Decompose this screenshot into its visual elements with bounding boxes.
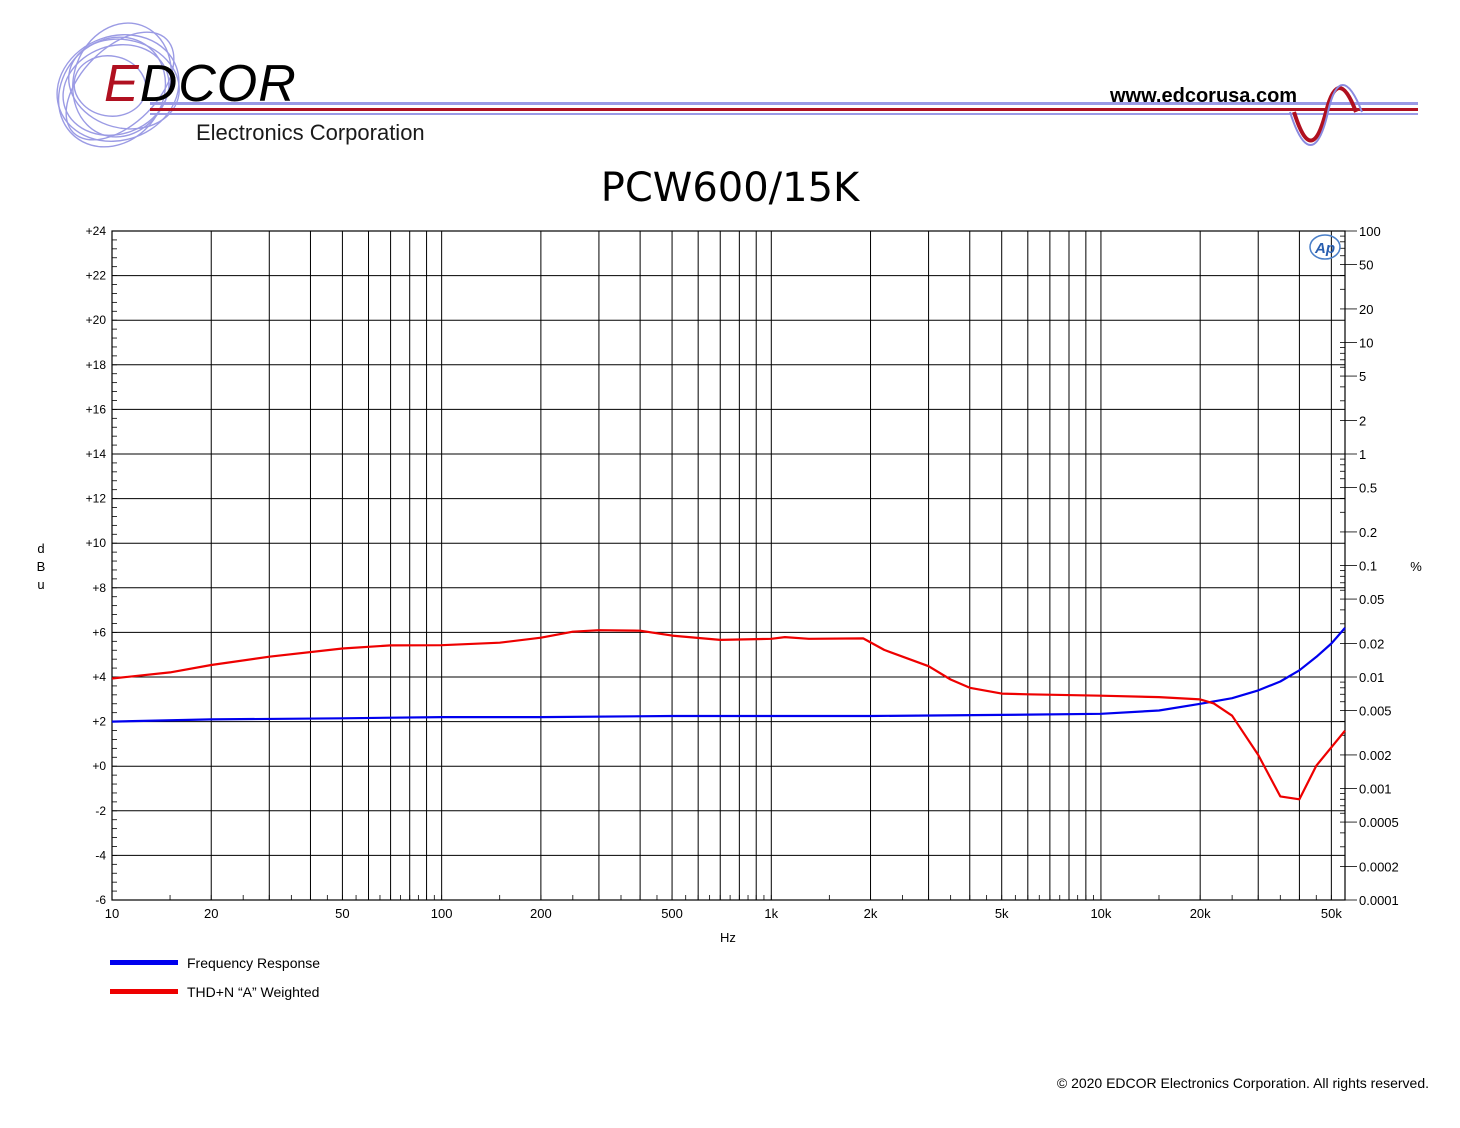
- y-right-axis-label: %: [1410, 559, 1422, 574]
- y-right-tick-label: 10: [1359, 336, 1373, 351]
- frequency-response-chart: +24 +22 +20 +18 +16 +14 +12 +10 +8 +6 +4 +2 +0 -2 -4 -6…: [37, 224, 1423, 945]
- legend-item-thd: THD+N “A” Weighted: [110, 977, 320, 1006]
- y-right-tick-label: 0.1: [1359, 559, 1377, 574]
- x-tick-label: 2k: [864, 906, 878, 921]
- brand-name: EDCOR: [104, 58, 297, 110]
- y-left-tick-label: +8: [92, 581, 106, 595]
- x-tick-label: 1k: [764, 906, 778, 921]
- y-right-tick-label: 0.0001: [1359, 893, 1399, 908]
- brand-initial: E: [104, 55, 140, 113]
- x-tick-label: 500: [661, 906, 683, 921]
- y-left-axis-label-char: B: [37, 559, 46, 574]
- y-left-tick-label: +4: [92, 670, 106, 684]
- y-left-tick-label: +22: [86, 269, 107, 283]
- y-right-tick-label: 0.02: [1359, 636, 1384, 651]
- y-left-tick-label: -4: [95, 848, 106, 862]
- x-tick-label: 50k: [1321, 906, 1342, 921]
- legend-label-frequency-response: Frequency Response: [187, 954, 321, 971]
- y-left-axis-label-char: d: [37, 541, 44, 556]
- y-left-tick-label: +18: [86, 358, 107, 372]
- ap-logo-ring-icon: [1309, 234, 1341, 260]
- y-right-tick-label: 1: [1359, 447, 1366, 462]
- plot-frame: [111, 230, 1346, 901]
- x-tick-label: 20: [204, 906, 218, 921]
- ap-logo-mark: Ap: [1314, 240, 1335, 257]
- y-right-tick-label: 0.005: [1359, 704, 1392, 719]
- y-left-tick-label: +0: [92, 759, 106, 773]
- y-right-tick-label: 50: [1359, 258, 1373, 273]
- x-tick-label: 10: [105, 906, 119, 921]
- brand-rest: DCOR: [139, 55, 297, 113]
- y-right-tick-label: 0.5: [1359, 481, 1377, 496]
- chart-title: PCW600/15K: [600, 165, 860, 211]
- y-left-tick-label: +14: [86, 447, 107, 461]
- y-right-tick-label: 2: [1359, 413, 1366, 428]
- y-left-axis-label-char: u: [37, 577, 44, 592]
- legend-label-thd: THD+N “A” Weighted: [187, 983, 320, 1000]
- legend-swatch-frequency-response: [110, 960, 178, 965]
- y-right-tick-label: 0.2: [1359, 525, 1377, 540]
- series-line-thd: [111, 629, 1346, 801]
- y-right-tick-label: 0.0005: [1359, 815, 1399, 830]
- y-left-tick-label: -2: [95, 804, 106, 818]
- x-tick-label: 20k: [1190, 906, 1211, 921]
- x-tick-label: 200: [530, 906, 552, 921]
- y-left-tick-label: -6: [95, 893, 106, 907]
- legend: Frequency Response THD+N “A” Weighted: [110, 948, 320, 1006]
- y-right-tick-label: 100: [1359, 224, 1381, 239]
- y-left-tick-label: +24: [86, 224, 107, 238]
- series-line-frequency-response: [111, 627, 1346, 723]
- x-tick-label: 10k: [1090, 906, 1111, 921]
- x-tick-label: 5k: [995, 906, 1009, 921]
- legend-item-frequency-response: Frequency Response: [110, 948, 320, 977]
- y-left-tick-label: +20: [86, 313, 107, 327]
- y-right-tick-label: 0.05: [1359, 592, 1384, 607]
- x-tick-label: 50: [335, 906, 349, 921]
- y-left-tick-label: +16: [86, 402, 107, 416]
- y-left-tick-label: +6: [92, 625, 106, 639]
- x-axis-label: Hz: [720, 930, 736, 945]
- y-right-tick-label: 5: [1359, 369, 1366, 384]
- grid: [111, 230, 1345, 901]
- copyright: © 2020 EDCOR Electronics Corporation. Al…: [1056, 1075, 1429, 1091]
- brand-tagline: Electronics Corporation: [196, 120, 425, 145]
- x-tick-label: 100: [431, 906, 453, 921]
- y-left-tick-label: +12: [86, 492, 107, 506]
- y-right-tick-label: 0.001: [1359, 782, 1392, 797]
- y-left-tick-label: +2: [92, 715, 106, 729]
- y-right-tick-label: 0.002: [1359, 748, 1392, 763]
- y-right-tick-label: 20: [1359, 302, 1373, 317]
- website-link[interactable]: www.edcorusa.com: [1110, 85, 1298, 107]
- y-right-tick-label: 0.01: [1359, 670, 1384, 685]
- y-left-tick-label: +10: [86, 536, 107, 550]
- y-right-tick-label: 0.0002: [1359, 859, 1399, 874]
- legend-swatch-thd: [110, 989, 178, 994]
- edcor-logo-swirl-icon: [56, 22, 1418, 148]
